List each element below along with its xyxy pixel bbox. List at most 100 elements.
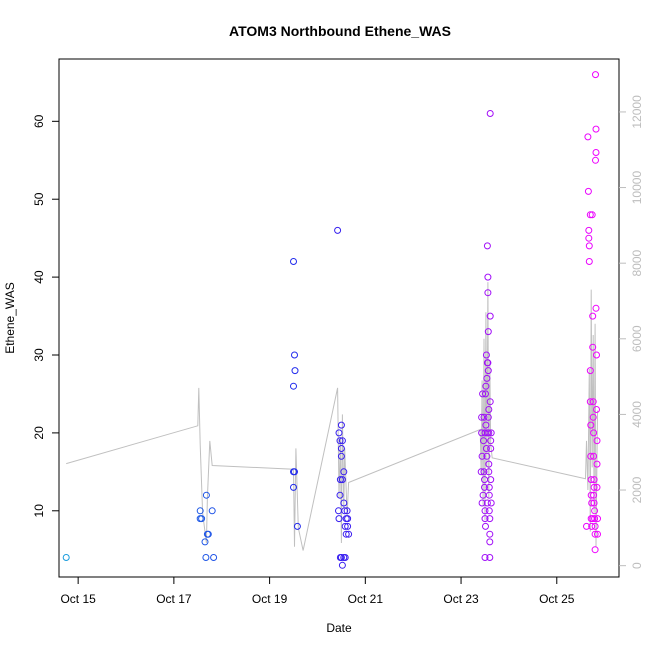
data-point: [483, 452, 491, 460]
data-point: [485, 406, 493, 413]
secondary-series-line: [66, 282, 598, 551]
data-point: [486, 515, 494, 523]
data-point: [482, 351, 490, 359]
data-point: [586, 211, 594, 219]
data-point: [482, 522, 489, 530]
data-point: [344, 515, 352, 523]
data-point: [486, 110, 494, 117]
data-point: [208, 507, 216, 515]
data-point: [480, 468, 488, 476]
data-point: [486, 538, 494, 546]
y2-tick-label: 8000: [630, 250, 644, 277]
data-point: [583, 522, 590, 530]
data-point: [586, 398, 594, 406]
data-point: [340, 499, 348, 507]
data-point: [337, 452, 345, 460]
data-point: [484, 273, 492, 281]
data-point: [201, 538, 209, 546]
data-point: [204, 530, 212, 538]
data-point: [341, 554, 349, 561]
data-point: [202, 554, 210, 561]
data-point: [485, 429, 493, 437]
data-point: [594, 530, 601, 538]
data-point: [587, 491, 595, 499]
data-point: [485, 460, 493, 468]
y2-tick-label: 0: [630, 562, 644, 569]
y-axis: 10 20 30 40 50 60: [32, 114, 59, 517]
data-point: [591, 515, 599, 523]
data-point: [590, 491, 598, 499]
data-point: [593, 483, 601, 491]
data-point: [591, 530, 599, 538]
data-point: [202, 491, 210, 499]
data-point: [590, 429, 598, 437]
y-axis-label: Ethene_WAS: [3, 282, 17, 354]
data-point: [590, 499, 598, 507]
y-tick-label: 60: [32, 114, 46, 128]
data-point: [591, 522, 599, 530]
data-point: [588, 499, 596, 507]
data-point: [336, 554, 344, 561]
data-point: [338, 476, 346, 484]
y-tick-label: 10: [32, 504, 46, 518]
data-point: [590, 452, 598, 460]
y2-tick-label: 6000: [630, 325, 644, 352]
data-point: [291, 468, 298, 476]
data-point: [486, 554, 494, 561]
data-point: [335, 515, 343, 523]
data-point: [345, 530, 353, 538]
data-point: [589, 343, 597, 351]
data-point: [486, 530, 494, 538]
y-tick-label: 20: [32, 426, 46, 440]
data-points-layer: [62, 71, 601, 569]
secondary-series-layer: [66, 282, 598, 551]
data-point: [593, 460, 601, 468]
data-point: [486, 398, 494, 406]
data-point: [586, 367, 594, 375]
data-point: [483, 242, 491, 250]
data-point: [290, 258, 297, 265]
data-point: [479, 390, 487, 398]
data-point: [338, 437, 346, 445]
data-point: [485, 483, 493, 491]
data-point: [291, 351, 298, 359]
x-tick-label: Oct 17: [156, 592, 192, 606]
data-point: [484, 367, 492, 375]
data-point: [482, 382, 490, 390]
data-point: [591, 507, 599, 515]
data-point: [344, 522, 352, 530]
data-point: [594, 515, 601, 523]
data-point: [483, 374, 491, 382]
data-point: [477, 468, 485, 476]
data-point: [481, 554, 489, 561]
data-point: [589, 515, 597, 523]
plot-frame: [58, 58, 620, 578]
data-point: [585, 226, 593, 234]
data-point: [585, 242, 593, 250]
data-point: [478, 452, 486, 460]
data-point: [486, 312, 494, 320]
data-point: [482, 390, 489, 398]
data-point: [487, 499, 495, 507]
data-point: [589, 413, 597, 421]
data-point: [340, 468, 348, 476]
data-point: [484, 328, 492, 336]
data-point: [591, 546, 599, 554]
data-point: [337, 445, 345, 452]
data-point: [480, 413, 488, 421]
data-point: [481, 483, 488, 491]
data-point: [342, 530, 350, 538]
data-point: [593, 351, 600, 359]
data-point: [485, 491, 493, 499]
data-point: [589, 312, 597, 320]
data-point: [336, 476, 344, 484]
data-point: [210, 554, 218, 561]
data-point: [341, 522, 349, 530]
x-tick-label: Oct 15: [60, 592, 96, 606]
data-point: [487, 476, 495, 484]
data-point: [487, 445, 495, 452]
data-point: [585, 234, 593, 242]
data-point: [589, 398, 597, 406]
data-point: [483, 359, 491, 367]
data-point: [485, 468, 493, 476]
